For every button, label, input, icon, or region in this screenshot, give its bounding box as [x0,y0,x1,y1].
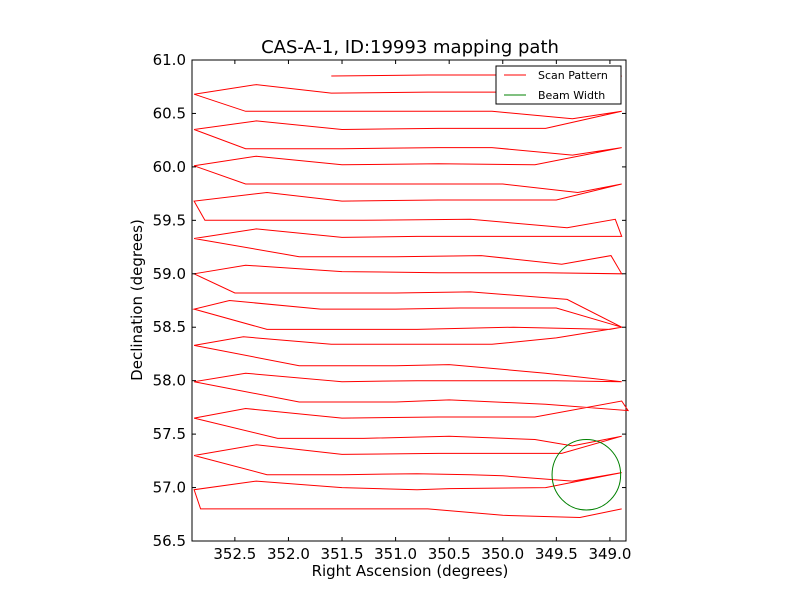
x-tick-label: 352.5 [213,545,256,563]
plot-area [191,59,627,542]
y-tick-label: 59.0 [153,265,186,283]
y-tick-label: 57.0 [153,479,186,497]
series-layer [192,74,630,519]
y-tick-label: 57.5 [153,425,186,443]
y-tick-label: 58.0 [153,372,186,390]
series-circle-beam-width [551,438,622,511]
x-tick-label: 350.0 [481,545,524,563]
x-axis-label: Right Ascension (degrees) [312,562,509,580]
legend-label-beam-width: Beam Width [538,89,605,102]
legend-label-scan-pattern: Scan Pattern [538,69,608,82]
series-line-scan-pattern [192,74,630,519]
y-tick-label: 58.5 [153,318,186,336]
legend: Scan Pattern Beam Width [495,65,622,105]
x-tick-label: 350.5 [428,545,471,563]
chart-title: CAS-A-1, ID:19993 mapping path [261,37,559,58]
y-tick-label: 56.5 [153,532,186,550]
x-tick-label: 352.0 [267,545,310,563]
y-tick-label: 60.5 [153,104,186,122]
tick-layer: 352.5 352.0 351.5 351.0 350.5 350.0 349.5 349.0… [153,51,632,563]
x-tick-label: 351.0 [374,545,417,563]
legend-box [495,65,622,105]
x-tick-label: 349.5 [535,545,578,563]
x-tick-label: 349.0 [588,545,631,563]
y-tick-label: 60.0 [153,158,186,176]
y-axis-label: Declination (degrees) [128,219,146,381]
x-tick-label: 351.5 [321,545,364,563]
y-tick-label: 61.0 [153,51,186,69]
y-tick-label: 59.5 [153,211,186,229]
